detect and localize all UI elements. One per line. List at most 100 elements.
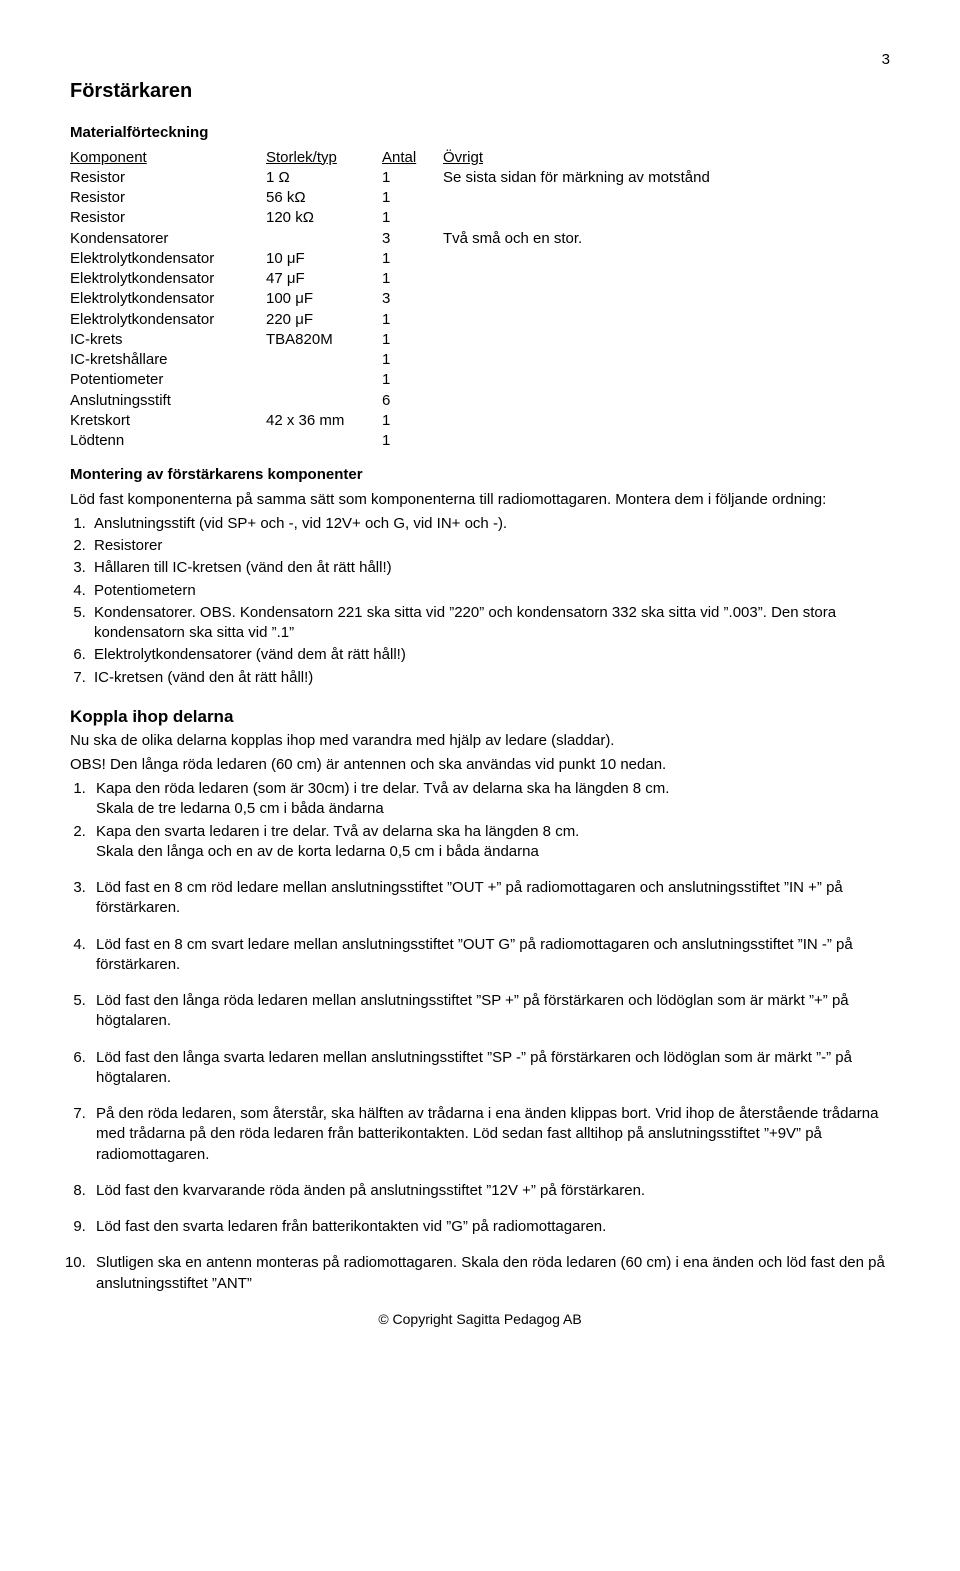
assembly-heading: Montering av förstärkarens komponenter bbox=[70, 465, 890, 485]
table-cell bbox=[443, 249, 890, 269]
table-cell: IC-krets bbox=[70, 330, 266, 350]
table-cell: IC-kretshållare bbox=[70, 350, 266, 370]
table-row: Elektrolytkondensator220 μF1 bbox=[70, 310, 890, 330]
connect-heading: Koppla ihop delarna bbox=[70, 706, 890, 729]
table-cell: TBA820M bbox=[266, 330, 382, 350]
table-cell bbox=[443, 330, 890, 350]
table-cell: Kretskort bbox=[70, 411, 266, 431]
connect-steps-2p: Kapa den svarta ledaren i tre delar. Två… bbox=[84, 822, 890, 1294]
list-item: Kondensatorer. OBS. Kondensatorn 221 ska… bbox=[90, 603, 890, 644]
table-cell: Elektrolytkondensator bbox=[70, 269, 266, 289]
table-cell: Elektrolytkondensator bbox=[70, 310, 266, 330]
table-cell: 1 bbox=[382, 411, 443, 431]
table-cell: 1 bbox=[382, 208, 443, 228]
table-row: IC-kretshållare 1 bbox=[70, 350, 890, 370]
table-cell bbox=[266, 391, 382, 411]
table-cell: 100 μF bbox=[266, 289, 382, 309]
table-cell bbox=[443, 269, 890, 289]
connect-line-2: OBS! Den långa röda ledaren (60 cm) är a… bbox=[70, 755, 890, 775]
table-cell: Lödtenn bbox=[70, 431, 266, 451]
page-title: Förstärkaren bbox=[70, 78, 890, 105]
connect-step-6: Löd fast den långa svarta ledaren mellan… bbox=[90, 1048, 890, 1089]
step-text: Kapa den svarta ledaren i tre delar. Två… bbox=[96, 823, 579, 840]
table-cell: 47 μF bbox=[266, 269, 382, 289]
table-row: Resistor56 kΩ1 bbox=[70, 188, 890, 208]
col-header-note: Övrigt bbox=[443, 148, 890, 168]
table-cell: 1 bbox=[382, 370, 443, 390]
connect-line-1: Nu ska de olika delarna kopplas ihop med… bbox=[70, 731, 890, 751]
table-cell: Potentiometer bbox=[70, 370, 266, 390]
table-cell: 1 bbox=[382, 188, 443, 208]
table-cell: 1 Ω bbox=[266, 168, 382, 188]
materials-table: Komponent Storlek/typ Antal Övrigt Resis… bbox=[70, 148, 890, 452]
connect-step-7: På den röda ledaren, som återstår, ska h… bbox=[90, 1104, 890, 1165]
table-row: Anslutningsstift 6 bbox=[70, 391, 890, 411]
connect-steps-1-2: Kapa den röda ledaren (som är 30cm) i tr… bbox=[84, 779, 890, 820]
table-cell bbox=[443, 411, 890, 431]
table-cell: 42 x 36 mm bbox=[266, 411, 382, 431]
table-row: Potentiometer 1 bbox=[70, 370, 890, 390]
table-cell: Elektrolytkondensator bbox=[70, 249, 266, 269]
col-header-size: Storlek/typ bbox=[266, 148, 382, 168]
table-row: Lödtenn 1 bbox=[70, 431, 890, 451]
table-cell: Se sista sidan för märkning av motstånd bbox=[443, 168, 890, 188]
connect-step-1: Kapa den röda ledaren (som är 30cm) i tr… bbox=[90, 779, 890, 820]
table-row: IC-kretsTBA820M1 bbox=[70, 330, 890, 350]
table-cell bbox=[443, 188, 890, 208]
table-cell bbox=[266, 370, 382, 390]
page-number: 3 bbox=[70, 50, 890, 70]
assembly-intro: Löd fast komponenterna på samma sätt som… bbox=[70, 490, 890, 510]
table-row: Resistor120 kΩ1 bbox=[70, 208, 890, 228]
table-cell bbox=[443, 208, 890, 228]
table-cell: 1 bbox=[382, 330, 443, 350]
table-cell: 1 bbox=[382, 310, 443, 330]
table-cell bbox=[443, 289, 890, 309]
list-item: Elektrolytkondensatorer (vänd dem åt rät… bbox=[90, 645, 890, 665]
list-item: Potentiometern bbox=[90, 581, 890, 601]
table-cell: Resistor bbox=[70, 188, 266, 208]
table-cell: 1 bbox=[382, 431, 443, 451]
table-cell bbox=[266, 229, 382, 249]
table-cell bbox=[266, 431, 382, 451]
table-cell: 56 kΩ bbox=[266, 188, 382, 208]
table-cell: Anslutningsstift bbox=[70, 391, 266, 411]
table-cell: 220 μF bbox=[266, 310, 382, 330]
table-cell: Två små och en stor. bbox=[443, 229, 890, 249]
connect-step-9: Löd fast den svarta ledaren från batteri… bbox=[90, 1217, 890, 1237]
list-item: IC-kretsen (vänd den åt rätt håll!) bbox=[90, 668, 890, 688]
step-text: Skala den långa och en av de korta ledar… bbox=[96, 843, 539, 860]
connect-step-8: Löd fast den kvarvarande röda änden på a… bbox=[90, 1181, 890, 1201]
step-text: Skala de tre ledarna 0,5 cm i båda ändar… bbox=[96, 800, 384, 817]
table-cell bbox=[266, 350, 382, 370]
table-cell bbox=[443, 431, 890, 451]
table-cell: 1 bbox=[382, 249, 443, 269]
table-header-row: Komponent Storlek/typ Antal Övrigt bbox=[70, 148, 890, 168]
table-cell: 10 μF bbox=[266, 249, 382, 269]
assembly-list: Anslutningsstift (vid SP+ och -, vid 12V… bbox=[88, 514, 890, 688]
copyright-footer: © Copyright Sagitta Pedagog AB bbox=[70, 1310, 890, 1329]
table-row: Kondensatorer3Två små och en stor. bbox=[70, 229, 890, 249]
table-cell: 3 bbox=[382, 289, 443, 309]
connect-step-2: Kapa den svarta ledaren i tre delar. Två… bbox=[90, 822, 890, 863]
table-cell bbox=[443, 391, 890, 411]
connect-step-10: Slutligen ska en antenn monteras på radi… bbox=[90, 1253, 890, 1294]
connect-step-5: Löd fast den långa röda ledaren mellan a… bbox=[90, 991, 890, 1032]
table-row: Elektrolytkondensator10 μF1 bbox=[70, 249, 890, 269]
table-cell: 1 bbox=[382, 269, 443, 289]
list-item: Resistorer bbox=[90, 536, 890, 556]
table-cell: 1 bbox=[382, 168, 443, 188]
table-cell bbox=[443, 310, 890, 330]
connect-step-3: Löd fast en 8 cm röd ledare mellan anslu… bbox=[90, 878, 890, 919]
step-text: Kapa den röda ledaren (som är 30cm) i tr… bbox=[96, 780, 669, 797]
table-cell: Elektrolytkondensator bbox=[70, 289, 266, 309]
table-cell: Resistor bbox=[70, 208, 266, 228]
col-header-qty: Antal bbox=[382, 148, 443, 168]
list-item: Anslutningsstift (vid SP+ och -, vid 12V… bbox=[90, 514, 890, 534]
table-cell: 6 bbox=[382, 391, 443, 411]
table-cell: 1 bbox=[382, 350, 443, 370]
materials-heading: Materialförteckning bbox=[70, 123, 890, 143]
table-cell bbox=[443, 350, 890, 370]
table-cell bbox=[443, 370, 890, 390]
table-cell: Kondensatorer bbox=[70, 229, 266, 249]
table-row: Resistor1 Ω1Se sista sidan för märkning … bbox=[70, 168, 890, 188]
